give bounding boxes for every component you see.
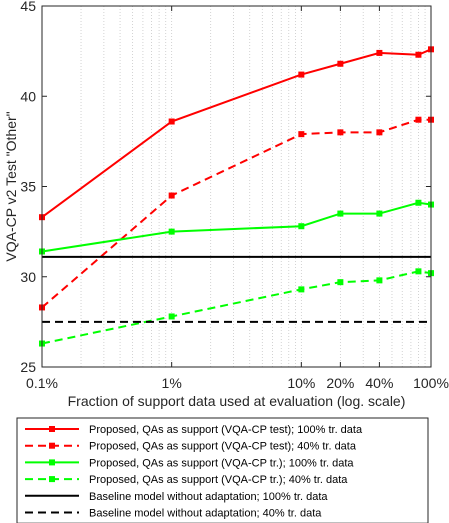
data-point: [376, 277, 383, 284]
x-tick-label: 0.1%: [26, 375, 58, 391]
data-point: [415, 51, 422, 58]
legend-label: Proposed, QAs as support (VQA-CP test); …: [89, 424, 363, 436]
data-point: [298, 131, 305, 138]
data-point: [298, 286, 305, 293]
data-point: [298, 71, 305, 78]
data-point: [298, 223, 305, 230]
x-axis-label: Fraction of support data used at evaluat…: [68, 393, 406, 409]
legend-item: Proposed, QAs as support (VQA-CP test); …: [25, 424, 363, 436]
x-grid: [80, 6, 426, 367]
data-point: [415, 199, 422, 206]
legend-label: Baseline model without adaptation; 40% t…: [89, 508, 322, 520]
legend-item: Proposed, QAs as support (VQA-CP test); …: [25, 441, 357, 453]
y-tick-label: 25: [20, 359, 36, 375]
data-point: [168, 192, 175, 199]
legend-marker: [49, 442, 55, 449]
data-point: [337, 210, 344, 217]
legend-item: Proposed, QAs as support (VQA-CP tr.); 1…: [25, 457, 354, 469]
legend-label: Proposed, QAs as support (VQA-CP tr.); 1…: [89, 457, 354, 469]
data-point: [376, 129, 383, 136]
data-point: [415, 268, 422, 275]
x-tick-label: 20%: [326, 375, 354, 391]
y-tick-label: 30: [20, 269, 36, 285]
legend-label: Baseline model without adaptation; 100% …: [89, 491, 328, 503]
y-axis-label: VQA-CP v2 Test "Other": [3, 111, 19, 261]
legend-item: Baseline model without adaptation; 100% …: [25, 491, 328, 503]
legend-label: Proposed, QAs as support (VQA-CP test); …: [89, 441, 357, 453]
axis-ticks: 0.1% 1% 10% 20% 40% 100% 25 30 35 40 45: [20, 0, 448, 391]
legend-item: Proposed, QAs as support (VQA-CP tr.); 4…: [25, 474, 348, 486]
legend-marker: [49, 459, 55, 466]
legend: Proposed, QAs as support (VQA-CP test); …: [16, 417, 429, 523]
data-point: [337, 279, 344, 286]
legend-box: [16, 417, 429, 523]
y-tick-label: 40: [20, 88, 36, 104]
data-point: [168, 228, 175, 235]
legend-item: Baseline model without adaptation; 40% t…: [25, 508, 322, 520]
plot-area: [42, 6, 431, 367]
data-point: [376, 210, 383, 217]
legend-label: Proposed, QAs as support (VQA-CP tr.); 4…: [89, 474, 348, 486]
data-point: [337, 129, 344, 136]
data-point: [168, 118, 175, 125]
x-tick-label: 1%: [162, 375, 182, 391]
x-tick-label: 40%: [365, 375, 393, 391]
data-point: [168, 313, 175, 320]
legend-marker: [49, 476, 55, 483]
data-point: [376, 49, 383, 56]
data-point: [415, 116, 422, 123]
x-tick-label: 100%: [413, 375, 449, 391]
data-point: [337, 60, 344, 67]
y-tick-label: 35: [20, 179, 36, 195]
x-tick-label: 10%: [287, 375, 315, 391]
legend-marker: [49, 426, 55, 432]
y-tick-label: 45: [20, 0, 36, 14]
series-layer: [39, 46, 434, 347]
